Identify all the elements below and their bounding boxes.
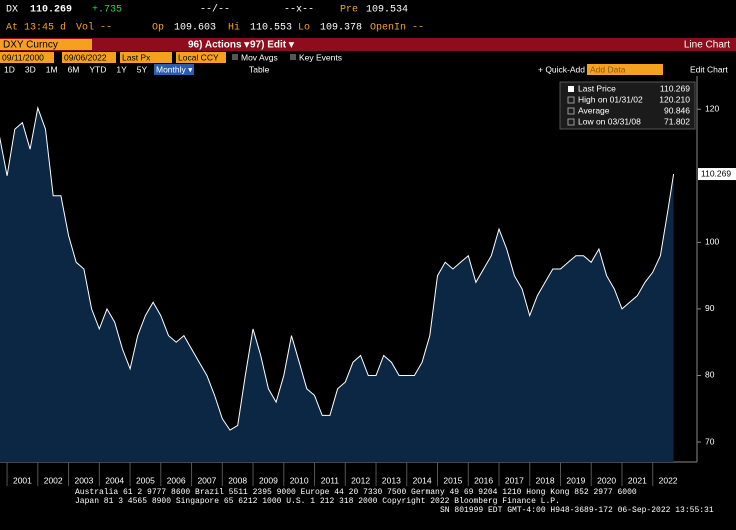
- bid: --/--: [200, 4, 230, 16]
- x-tick-label: 2013: [382, 475, 401, 485]
- y-tick-label: 70: [705, 436, 715, 446]
- period-button[interactable]: 6M: [68, 64, 80, 74]
- legend-label: Last Price: [578, 83, 616, 93]
- pre-label: Pre: [340, 5, 358, 16]
- x-tick-label: 2016: [474, 475, 493, 485]
- add-data[interactable]: Add Data: [590, 64, 626, 74]
- change: +.735: [92, 5, 122, 16]
- period-button[interactable]: 1D: [4, 64, 15, 74]
- x-tick-label: 2004: [105, 475, 124, 485]
- start-date[interactable]: 09/11/2000: [2, 52, 44, 62]
- end-date[interactable]: 09/06/2022: [64, 52, 107, 62]
- legend-box: [559, 81, 696, 130]
- legend-symbol: [567, 96, 575, 104]
- legend-value: 71.802: [664, 116, 690, 126]
- field[interactable]: Last Px: [122, 52, 151, 62]
- legend-label: Low on 03/31/08: [578, 116, 641, 126]
- currency-box[interactable]: [176, 52, 226, 63]
- hi-label: Hi: [228, 22, 240, 34]
- frequency[interactable]: Monthly ▾: [156, 64, 193, 74]
- x-tick-label: 2008: [228, 475, 247, 485]
- period-button[interactable]: 1Y: [116, 64, 127, 74]
- hi: 110.553: [250, 23, 292, 34]
- x-tick-label: 2007: [197, 475, 216, 485]
- x-tick-label: 2005: [136, 475, 155, 485]
- x-tick-label: 2002: [44, 475, 63, 485]
- end-box[interactable]: [62, 52, 116, 63]
- legend-symbol: [568, 86, 574, 92]
- legend-value: 110.269: [660, 83, 690, 93]
- x-tick-label: 2011: [321, 475, 340, 485]
- mov-avgs[interactable]: Mov Avgs: [241, 52, 278, 62]
- x-tick-label: 2018: [536, 475, 555, 485]
- line: [0, 106, 675, 431]
- last-value-label: 110.269: [701, 168, 731, 178]
- security-box[interactable]: [0, 39, 92, 50]
- x-tick-label: 2006: [167, 475, 186, 485]
- frequency-box[interactable]: [154, 64, 194, 75]
- x-tick-label: 2021: [628, 475, 647, 485]
- time: At 13:45 d: [6, 22, 66, 34]
- period-button[interactable]: 3D: [25, 64, 36, 74]
- op: 109.603: [174, 23, 216, 34]
- footer-line: SN 801999 EDT GMT-4:00 H948-3689-172 06-…: [440, 506, 714, 515]
- lo-label: Lo: [298, 23, 310, 34]
- checkbox[interactable]: [232, 54, 238, 60]
- legend-label: Average: [578, 105, 610, 115]
- add-data-box[interactable]: [587, 64, 663, 75]
- edit-menu[interactable]: 97) Edit ▾: [250, 40, 295, 51]
- openin: OpenIn --: [370, 23, 424, 34]
- last: 110.269: [30, 5, 72, 16]
- key-events[interactable]: Key Events: [299, 52, 342, 62]
- x-tick-label: 2022: [659, 475, 678, 485]
- toolbar: [0, 38, 736, 51]
- x-tick-label: 2003: [74, 475, 93, 485]
- x-tick-label: 2017: [505, 475, 524, 485]
- legend-value: 120.210: [659, 94, 690, 104]
- legend-value: 90.846: [664, 105, 690, 115]
- x-tick-label: 2020: [597, 475, 616, 485]
- pre: 109.534: [366, 5, 408, 16]
- security[interactable]: DXY Curncy: [3, 40, 58, 51]
- x-tick-label: 2001: [13, 475, 32, 485]
- legend-label: High on 01/31/02: [578, 94, 643, 104]
- y-tick-label: 90: [705, 303, 715, 313]
- ticker: DX: [6, 5, 18, 16]
- x-tick-label: 2010: [290, 475, 309, 485]
- x-tick-label: 2019: [566, 475, 585, 485]
- view-name: Line Chart: [684, 40, 730, 51]
- actions-menu[interactable]: 96) Actions ▾: [188, 40, 250, 51]
- vol: Vol --: [76, 22, 112, 34]
- footer-line: Australia 61 2 9777 8600 Brazil 5511 239…: [75, 488, 637, 497]
- currency[interactable]: Local CCY: [178, 52, 219, 62]
- checkbox[interactable]: [290, 54, 296, 60]
- y-tick-label: 120: [705, 104, 719, 114]
- start-box[interactable]: [0, 52, 54, 63]
- footer-line: Japan 81 3 4565 8900 Singapore 65 6212 1…: [75, 497, 560, 506]
- y-tick-label: 80: [705, 370, 715, 380]
- period-button[interactable]: YTD: [89, 64, 106, 74]
- size: --x--: [284, 5, 314, 16]
- field-box[interactable]: [120, 52, 172, 63]
- last-value-box: [698, 168, 736, 181]
- lo: 109.378: [320, 23, 362, 34]
- legend-symbol: [567, 107, 575, 115]
- x-tick-label: 2014: [413, 475, 432, 485]
- table-button[interactable]: Table: [249, 64, 270, 74]
- area: [0, 107, 674, 462]
- period-button[interactable]: 1M: [46, 64, 58, 74]
- op-label: Op: [152, 23, 164, 34]
- x-tick-label: 2012: [351, 475, 370, 485]
- edit-chart[interactable]: Edit Chart: [690, 64, 728, 74]
- legend-symbol: [567, 118, 575, 126]
- period-button[interactable]: 5Y: [137, 64, 148, 74]
- x-tick-label: 2009: [259, 475, 278, 485]
- x-tick-label: 2015: [443, 475, 462, 485]
- quick-add[interactable]: + Quick-Add: [538, 64, 585, 74]
- y-tick-label: 100: [705, 237, 719, 247]
